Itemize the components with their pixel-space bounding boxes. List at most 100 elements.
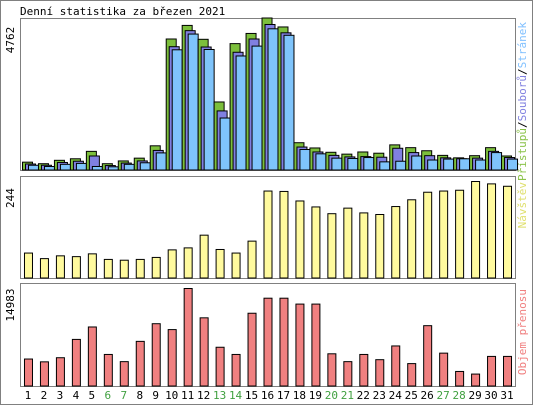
bar-Stránek-3 xyxy=(59,163,71,171)
x-tick-label-2: 2 xyxy=(41,389,48,402)
bar-Objem přenosu-20 xyxy=(327,353,337,387)
x-tick-label-25: 25 xyxy=(405,389,418,402)
x-tick-label-23: 23 xyxy=(373,389,386,402)
bar-Stránek-31 xyxy=(507,158,519,171)
x-tick-label-8: 8 xyxy=(136,389,143,402)
bar-Návštěv-21 xyxy=(343,207,353,279)
bar-Objem přenosu-26 xyxy=(423,325,433,387)
bar-Objem přenosu-6 xyxy=(103,353,113,387)
bar-Návštěv-9 xyxy=(151,256,161,279)
bar-Návštěv-2 xyxy=(39,258,49,279)
bar-Objem přenosu-19 xyxy=(311,303,321,387)
bar-Objem přenosu-1 xyxy=(23,358,33,387)
bar-Stránek-4 xyxy=(75,162,87,171)
bar-Návštěv-26 xyxy=(423,191,433,279)
bar-Návštěv-11 xyxy=(183,247,193,279)
hits-panel-legend-part-1: / xyxy=(516,121,529,128)
x-tick-label-4: 4 xyxy=(73,389,80,402)
bar-Návštěv-13 xyxy=(215,248,225,279)
bar-Objem přenosu-11 xyxy=(183,288,193,387)
visits-panel-ymax-label: 244 xyxy=(4,188,17,208)
bar-Objem přenosu-29 xyxy=(471,373,481,387)
bar-Stránek-24 xyxy=(395,160,407,171)
traffic-panel-ymax-label: 14983 xyxy=(4,288,17,321)
bar-Návštěv-20 xyxy=(327,213,337,279)
traffic-panel-legend: Objem přenosu xyxy=(516,289,529,375)
bar-Objem přenosu-24 xyxy=(391,345,401,387)
bar-Stránek-14 xyxy=(235,55,247,171)
bar-Objem přenosu-15 xyxy=(247,312,257,387)
hits-panel-legend-part-0: Přístupů xyxy=(516,128,529,181)
bar-Objem přenosu-8 xyxy=(135,340,145,387)
traffic-panel-legend-part-0: Objem přenosu xyxy=(516,289,529,375)
bar-Stránek-17 xyxy=(283,34,295,171)
visits-panel-legend-part-0: Návštěv xyxy=(516,182,529,229)
bar-Objem přenosu-4 xyxy=(71,338,81,387)
x-tick-label-28: 28 xyxy=(452,389,465,402)
bar-Objem přenosu-31 xyxy=(503,355,513,387)
bar-Stránek-18 xyxy=(299,149,311,171)
bar-Návštěv-31 xyxy=(503,185,513,279)
bar-Návštěv-7 xyxy=(119,259,129,279)
bar-Návštěv-15 xyxy=(247,240,257,279)
bar-Stránek-29 xyxy=(475,159,487,171)
x-tick-label-7: 7 xyxy=(120,389,127,402)
x-tick-label-22: 22 xyxy=(357,389,370,402)
bar-Návštěv-28 xyxy=(455,189,465,279)
x-tick-label-5: 5 xyxy=(89,389,96,402)
bar-Návštěv-19 xyxy=(311,206,321,279)
bar-Stránek-5 xyxy=(91,165,103,171)
bar-Stránek-25 xyxy=(411,155,423,171)
bar-Návštěv-6 xyxy=(103,258,113,279)
bar-Objem přenosu-7 xyxy=(119,361,129,387)
bar-Objem přenosu-22 xyxy=(359,353,369,387)
bar-Objem přenosu-17 xyxy=(279,297,289,387)
bar-Stránek-19 xyxy=(315,153,327,171)
bar-Objem přenosu-12 xyxy=(199,317,209,387)
bar-Objem přenosu-25 xyxy=(407,363,417,387)
bar-Návštěv-1 xyxy=(23,252,33,279)
x-tick-label-10: 10 xyxy=(165,389,178,402)
x-tick-label-14: 14 xyxy=(229,389,243,402)
hits-panel-ymax-label: 4762 xyxy=(4,27,17,54)
visits-panel-legend: Návštěv xyxy=(516,182,529,229)
x-tick-label-17: 17 xyxy=(277,389,290,402)
bar-Návštěv-27 xyxy=(439,190,449,279)
hits-panel-legend-part-2: Souborů xyxy=(516,75,529,121)
hits-panel-legend-part-4: Stránek xyxy=(516,22,529,69)
x-tick-label-11: 11 xyxy=(181,389,194,402)
bar-Stránek-12 xyxy=(203,48,215,171)
bar-Stránek-1 xyxy=(28,164,39,171)
bar-Návštěv-12 xyxy=(199,234,209,279)
bar-Stránek-28 xyxy=(459,158,471,171)
bar-Stránek-22 xyxy=(363,157,375,171)
bar-Objem přenosu-5 xyxy=(87,326,97,387)
bar-Objem přenosu-9 xyxy=(151,323,161,387)
bar-Stránek-8 xyxy=(139,162,151,171)
bar-Návštěv-16 xyxy=(263,190,273,279)
bar-Objem přenosu-27 xyxy=(439,352,449,387)
x-tick-label-9: 9 xyxy=(152,389,159,402)
bar-Návštěv-5 xyxy=(87,253,97,279)
bar-Stránek-23 xyxy=(379,161,391,171)
x-tick-label-6: 6 xyxy=(105,389,112,402)
bar-Stránek-7 xyxy=(123,163,135,171)
x-tick-label-18: 18 xyxy=(293,389,306,402)
x-tick-label-13: 13 xyxy=(213,389,226,402)
bar-Stránek-26 xyxy=(427,159,439,171)
bar-Stránek-10 xyxy=(171,49,183,171)
bar-Návštěv-10 xyxy=(167,249,177,279)
x-tick-label-27: 27 xyxy=(437,389,450,402)
bar-Stránek-6 xyxy=(107,166,119,171)
bar-Návštěv-4 xyxy=(71,256,81,279)
x-tick-label-19: 19 xyxy=(309,389,322,402)
bar-Objem přenosu-18 xyxy=(295,303,305,387)
bar-Návštěv-25 xyxy=(407,199,417,279)
x-tick-label-29: 29 xyxy=(468,389,481,402)
chart-title: Denní statistika za březen 2021 xyxy=(20,5,225,18)
x-tick-label-16: 16 xyxy=(261,389,274,402)
bar-Návštěv-8 xyxy=(135,258,145,279)
bar-Návštěv-30 xyxy=(487,183,497,279)
